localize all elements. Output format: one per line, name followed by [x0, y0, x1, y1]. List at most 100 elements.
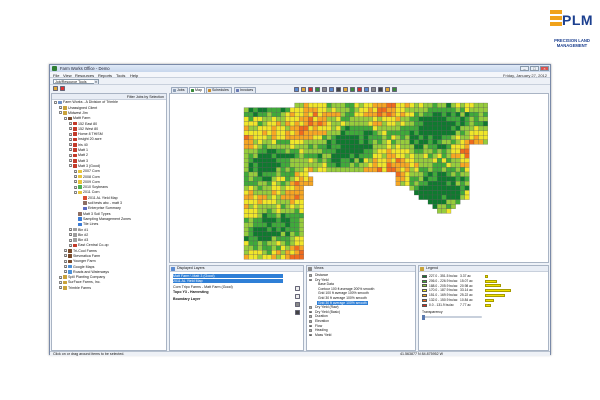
expand-icon[interactable]: + [59, 286, 62, 291]
tab-schedules[interactable]: Schedules [206, 87, 232, 93]
expand-icon[interactable]: + [59, 280, 62, 285]
expand-icon[interactable]: + [69, 121, 72, 126]
camera-icon[interactable] [385, 87, 390, 92]
tree-node[interactable]: +152 East 80 [52, 121, 166, 126]
expand-icon[interactable]: + [59, 275, 62, 280]
view-row[interactable]: + Flow [307, 324, 415, 329]
close-button[interactable]: × [540, 66, 549, 71]
expand-icon[interactable]: + [74, 169, 77, 174]
expand-icon[interactable]: + [309, 319, 312, 323]
tree-node[interactable]: + SurFace Farms, Inc. [52, 280, 166, 285]
tree-node[interactable]: Tile Lines [52, 222, 166, 227]
tools-combo[interactable]: Job/Resource Tools ▾ [53, 79, 99, 84]
view-row[interactable]: + Dry Yield (Basic) [307, 310, 415, 315]
tab-invoices[interactable]: Invoices [234, 87, 257, 93]
tree-node[interactable]: + Tri-Cool Farms [52, 248, 166, 253]
expand-icon[interactable]: + [309, 306, 312, 310]
tree-filter-label[interactable]: Filter Jobs by Selection [52, 94, 166, 100]
expand-icon[interactable]: + [74, 174, 77, 179]
minimize-button[interactable]: – [520, 66, 529, 71]
view-row[interactable]: Base Data [307, 282, 415, 287]
flag-icon[interactable] [357, 87, 362, 92]
ruler-icon[interactable] [378, 87, 383, 92]
menu-help[interactable]: Help [130, 72, 139, 78]
layer-icon[interactable] [329, 87, 334, 92]
tree-node[interactable]: Matt 3 Soil Types [52, 211, 166, 216]
folder-icon[interactable] [53, 86, 58, 91]
expand-icon[interactable]: + [74, 180, 77, 185]
view-row[interactable]: - Dry Yield [307, 278, 415, 283]
tree-node[interactable]: +2009 Corn [52, 179, 166, 184]
maximize-button[interactable]: □ [530, 66, 539, 71]
view-row[interactable]: Grid 100 ft average 100% smooth [307, 291, 415, 296]
layer-item[interactable]: Matt Farm \ Matt 3 (Good) [173, 274, 283, 278]
expand-icon[interactable]: + [69, 127, 72, 132]
info-icon[interactable] [364, 87, 369, 92]
tab-jobs[interactable]: Jobs [171, 87, 188, 93]
view-row[interactable]: Contour 100 ft average 200% smooth [307, 287, 415, 292]
gps-icon[interactable] [350, 87, 355, 92]
tree-node[interactable]: Enterprise Summary [52, 206, 166, 211]
tab-map[interactable]: Map [189, 87, 205, 93]
view-row[interactable]: Grid 30 ft average 100% smooth [307, 300, 415, 306]
tree-node[interactable]: - Mattt Farm [52, 116, 166, 121]
select-icon[interactable] [315, 87, 320, 92]
expand-icon[interactable]: + [69, 153, 72, 158]
expand-icon[interactable]: + [74, 185, 77, 190]
view-row[interactable]: + Mass Yield [307, 333, 415, 338]
expand-icon[interactable]: + [64, 265, 67, 269]
expand-icon[interactable]: + [69, 148, 72, 153]
tree-node[interactable]: + Home 8 THISM [52, 132, 166, 137]
expand-icon[interactable]: + [69, 159, 72, 164]
tree-node[interactable]: + Bin #2 [52, 232, 166, 237]
expand-icon[interactable]: + [309, 324, 312, 328]
collapse-icon[interactable]: - [59, 111, 62, 116]
expand-icon[interactable]: + [69, 227, 72, 232]
tree-node[interactable]: + Bin #3 [52, 238, 166, 243]
tree-node[interactable]: + Roads and Waterways [52, 270, 166, 275]
expand-icon[interactable]: + [69, 137, 72, 142]
collapse-icon[interactable]: - [74, 190, 77, 195]
tree-node[interactable]: + Bin #1 [52, 227, 166, 232]
menu-tools[interactable]: Tools [116, 72, 126, 78]
zoom-in-icon[interactable] [294, 87, 299, 92]
expand-icon[interactable]: + [309, 329, 312, 333]
arrow-down-icon[interactable] [295, 294, 300, 299]
collapse-icon[interactable]: - [64, 116, 67, 121]
menu-resources[interactable]: Resources [75, 72, 95, 78]
tree-node[interactable]: - Midwest Jim [52, 111, 166, 116]
tree-node[interactable]: + Stevmatica Farm [52, 254, 166, 259]
expand-icon[interactable]: + [64, 249, 67, 254]
zoom-out-icon[interactable] [301, 87, 306, 92]
view-row[interactable]: + Duration [307, 314, 415, 319]
expand-icon[interactable]: + [59, 106, 62, 111]
collapse-icon[interactable]: - [69, 164, 72, 169]
export-icon[interactable] [343, 87, 348, 92]
tree-node[interactable]: - 2011 Corn [52, 190, 166, 195]
view-row[interactable]: + Elevation [307, 319, 415, 324]
tree-node[interactable]: + Iris 40 [52, 142, 166, 147]
view-row[interactable]: + Distance [307, 273, 415, 278]
view-row[interactable]: Grid 30 ft average 100% smooth [307, 296, 415, 301]
menu-view[interactable]: View [63, 72, 72, 78]
expand-icon[interactable]: + [69, 132, 72, 137]
grid-icon[interactable] [371, 87, 376, 92]
tree-node[interactable]: + Matt 1 [52, 148, 166, 153]
tree-node[interactable]: 2011 AL Yield Map [52, 195, 166, 200]
view-row[interactable]: + Dry Yield (Raw) [307, 305, 415, 310]
refresh-icon[interactable] [392, 87, 397, 92]
arrow-up-icon[interactable] [295, 286, 300, 291]
tree-node[interactable]: + Insight 20 acre [52, 137, 166, 142]
tree-node[interactable]: soil tests abc - matt 3 [52, 201, 166, 206]
expand-icon[interactable]: + [309, 310, 312, 314]
expand-icon[interactable]: + [69, 243, 72, 248]
layer-item[interactable]: Topo Y3 - Harvesting [173, 289, 209, 294]
expand-icon[interactable]: + [64, 259, 67, 264]
tree-node[interactable]: + Unassigned Client [52, 105, 166, 110]
tree-node[interactable]: +2010 Soybeans [52, 185, 166, 190]
tree-node[interactable]: + Matt 2 [52, 153, 166, 158]
layer-item[interactable]: Boundary Layer [173, 297, 201, 301]
pan-icon[interactable] [308, 87, 313, 92]
print-icon[interactable] [336, 87, 341, 92]
menu-file[interactable]: File [53, 72, 60, 78]
